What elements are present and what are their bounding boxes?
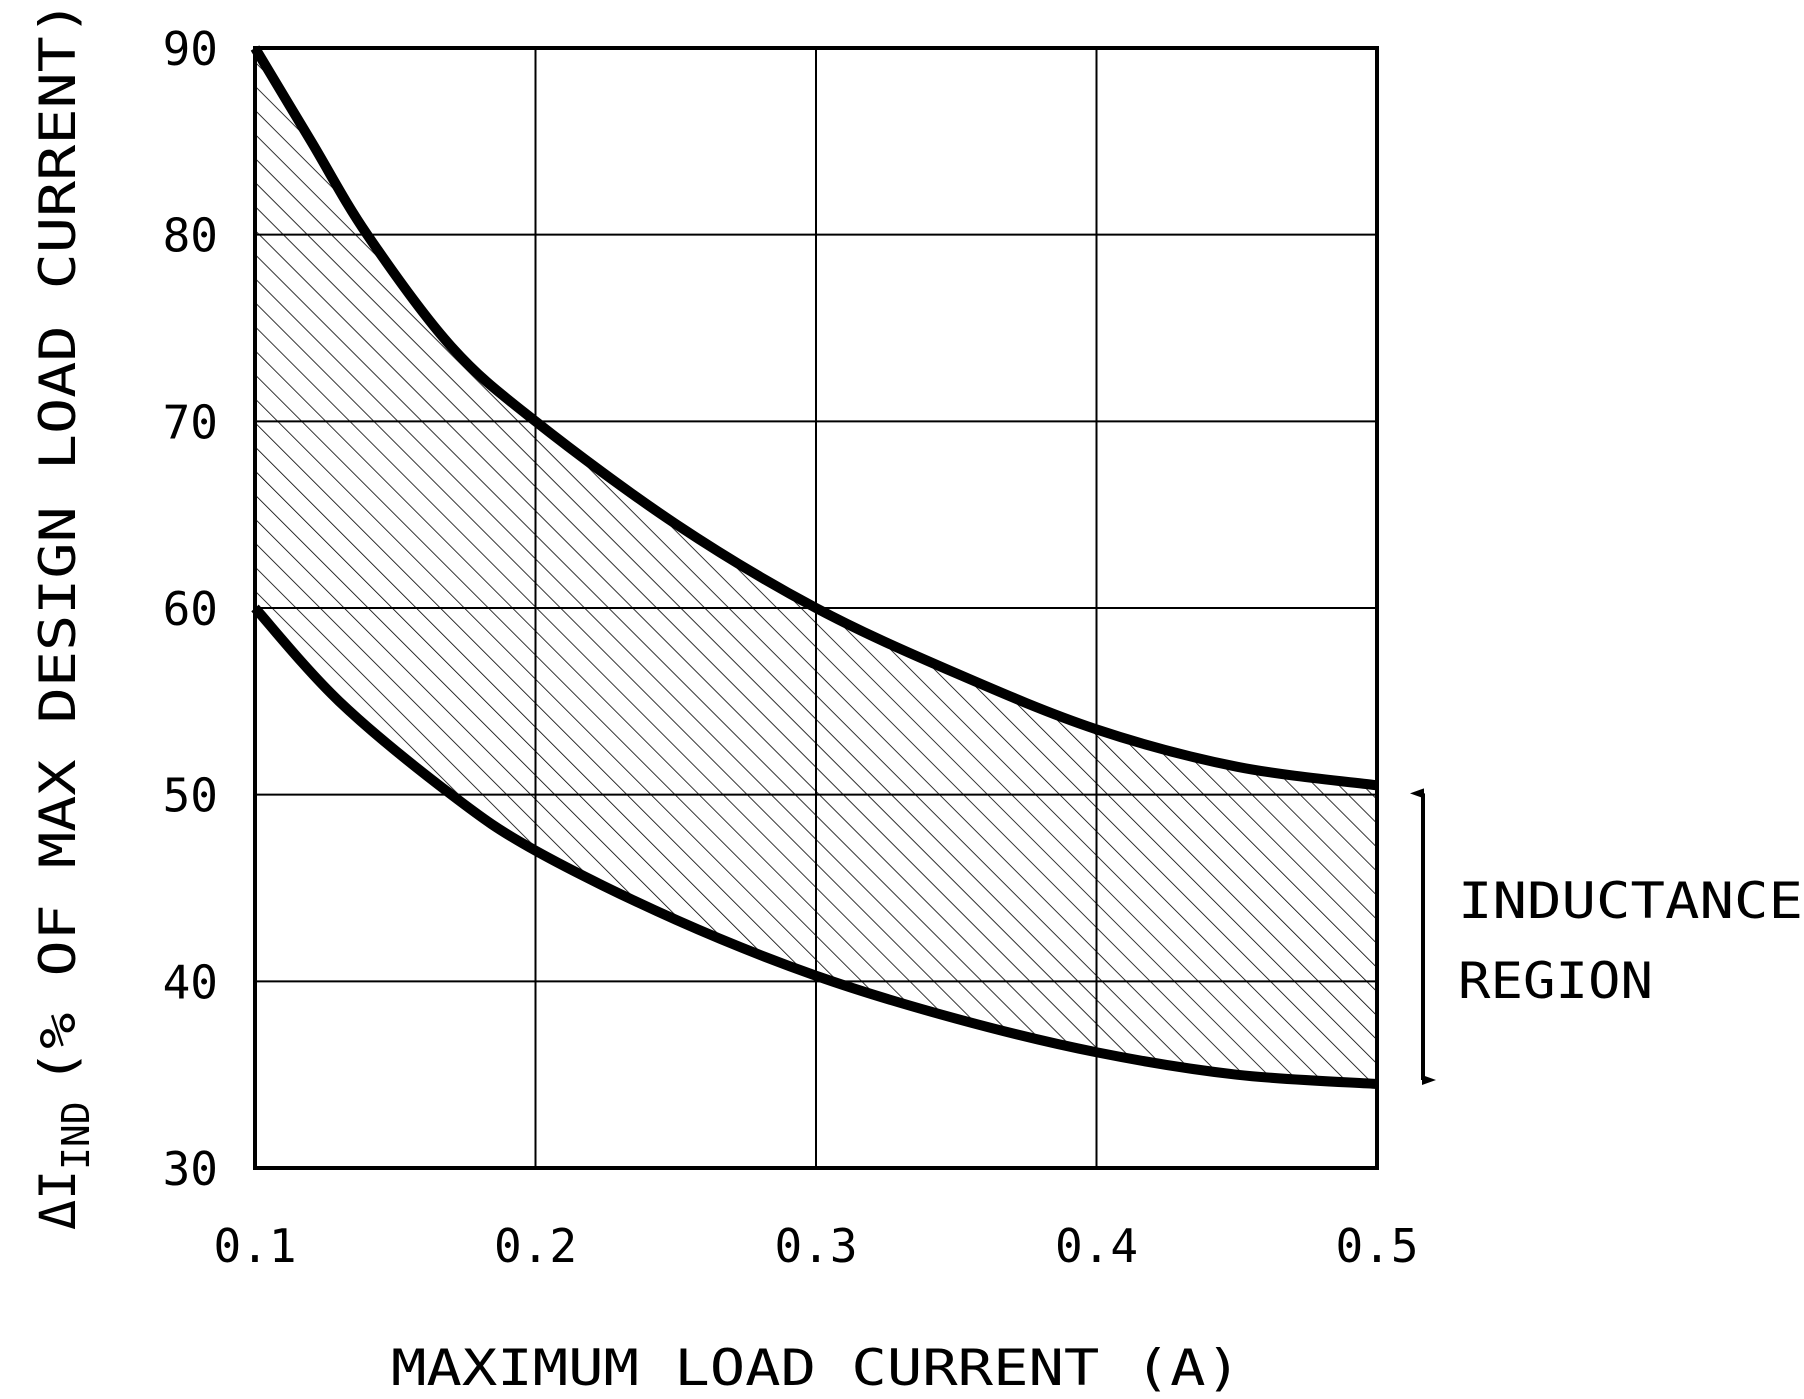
hatched-inductance-region: [255, 48, 1377, 1084]
y-tick-label: 80: [163, 209, 218, 263]
x-tick-label: 0.2: [494, 1219, 577, 1273]
y-tick-label: 30: [163, 1142, 218, 1196]
annotation-line2: REGION: [1458, 952, 1653, 1010]
y-axis-label-subscript: IND: [54, 1101, 98, 1170]
y-tick-label: 40: [163, 955, 218, 1009]
x-tick-label: 0.1: [213, 1219, 296, 1273]
upper-boundary-curve: [250, 45, 1378, 791]
y-tick-label: 50: [163, 769, 218, 823]
y-axis-label-text: (% OF MAX DESIGN LOAD CURRENT): [29, 0, 87, 1085]
annotation-line1: INDUCTANCE: [1458, 872, 1803, 930]
x-axis-label: MAXIMUM LOAD CURRENT (A): [391, 1339, 1241, 1397]
y-axis-label-symbol: ΔI: [29, 1170, 87, 1230]
y-tick-label: 70: [163, 395, 218, 449]
y-axis-label: ΔI IND (% OF MAX DESIGN LOAD CURRENT): [29, 0, 98, 1230]
lower-boundary-curve: [251, 604, 1378, 1089]
y-tick-label: 60: [163, 582, 218, 636]
x-tick-label: 0.5: [1335, 1219, 1418, 1273]
x-tick-label: 0.4: [1055, 1219, 1138, 1273]
x-tick-label: 0.3: [774, 1219, 857, 1273]
y-tick-label: 90: [163, 22, 218, 76]
